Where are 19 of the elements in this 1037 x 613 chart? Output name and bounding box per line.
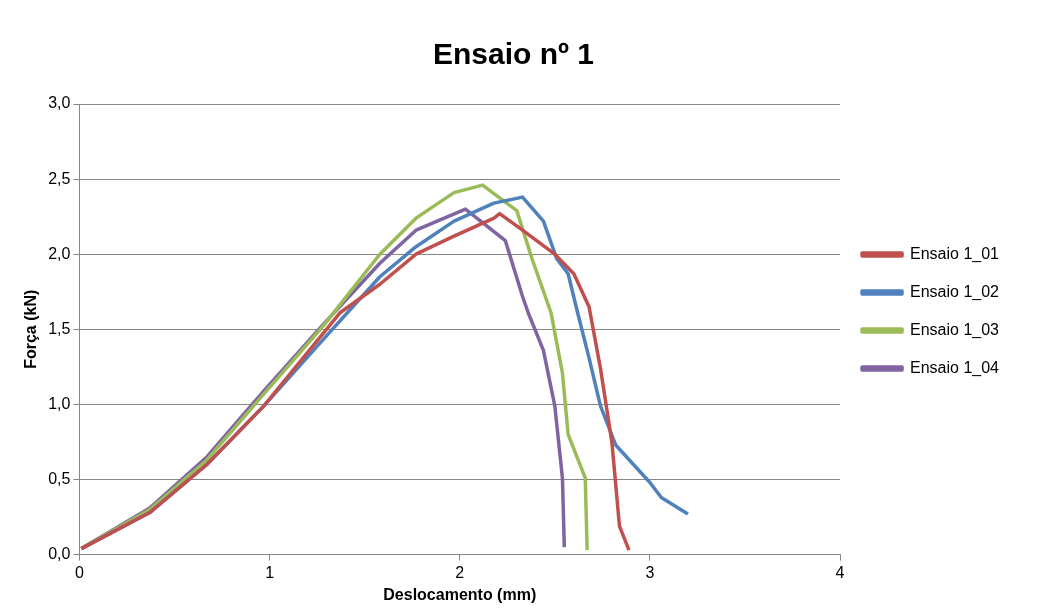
legend-label: Ensaio 1_04 [910, 358, 1000, 377]
legend-label: Ensaio 1_02 [910, 282, 1000, 301]
legend-label: Ensaio 1_01 [910, 244, 1000, 263]
x-tick-label: 4 [835, 563, 845, 581]
chart-title: Ensaio nº 1 [432, 37, 595, 71]
x-tick-label: 3 [645, 563, 655, 581]
y-axis-title: Força (kN) [22, 289, 40, 369]
y-tick-label: 1,0 [48, 394, 71, 412]
x-axis-title: Deslocamento (mm) [383, 585, 537, 603]
y-tick-label: 2,0 [48, 244, 71, 262]
y-tick-label: 3,0 [48, 94, 71, 112]
x-tick-label: 0 [74, 563, 84, 581]
x-tick-label: 2 [455, 563, 465, 581]
legend-label: Ensaio 1_03 [910, 320, 1000, 339]
x-tick-label: 1 [265, 563, 275, 581]
y-tick-label: 0,5 [48, 469, 71, 487]
y-tick-label: 1,5 [48, 319, 71, 337]
y-tick-label: 2,5 [48, 169, 71, 187]
y-tick-label: 0,0 [48, 545, 71, 563]
